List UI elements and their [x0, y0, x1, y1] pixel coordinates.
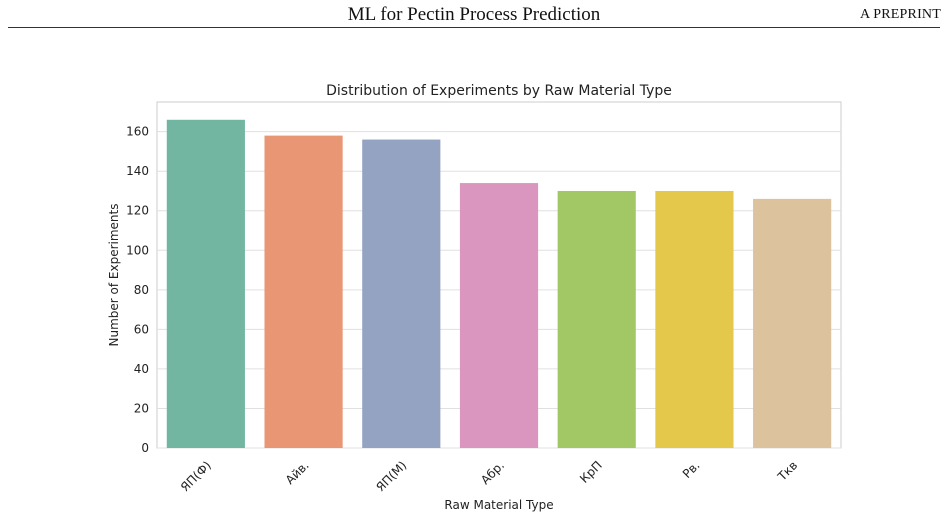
y-tick-label: 20 — [134, 401, 149, 415]
x-tick-label: ЯП(Ф) — [178, 458, 214, 494]
y-tick-label: 140 — [126, 164, 149, 178]
y-tick-label: 60 — [134, 322, 149, 336]
y-tick-labels: 0 20 40 60 80 100 120 140 160 — [126, 125, 149, 455]
x-axis-label: Raw Material Type — [444, 498, 553, 512]
y-axis-label: Number of Experiments — [107, 204, 121, 347]
preprint-label: A PREPRINT — [860, 7, 941, 23]
running-title: ML for Pectin Process Prediction — [347, 4, 601, 25]
x-tick-label: Абр. — [478, 458, 507, 487]
bar — [459, 183, 539, 448]
bar — [655, 190, 734, 448]
bar — [166, 119, 245, 449]
bars — [166, 119, 832, 449]
x-tick-label: КрП — [577, 458, 605, 486]
y-tick-label: 120 — [126, 204, 149, 218]
preprint-label-text: A PREPRINT — [860, 7, 941, 22]
bar — [264, 135, 343, 448]
x-tick-label: Айв. — [283, 458, 312, 487]
x-tick-label: Ткв — [774, 458, 800, 484]
y-tick-label: 100 — [126, 243, 149, 257]
y-tick-label: 80 — [134, 283, 149, 297]
bar — [753, 198, 832, 448]
y-tick-label: 0 — [141, 441, 149, 455]
header-rule — [8, 27, 940, 28]
x-tick-labels: ЯП(Ф) Айв. ЯП(М) Абр. КрП Рв. Ткв — [178, 458, 800, 494]
bar — [362, 139, 441, 448]
y-tick-label: 160 — [126, 125, 149, 139]
y-tick-label: 40 — [134, 362, 149, 376]
x-tick-label: ЯП(М) — [373, 458, 409, 494]
chart-title: Distribution of Experiments by Raw Mater… — [326, 83, 672, 99]
x-tick-label: Рв. — [680, 458, 703, 481]
bar — [557, 190, 636, 448]
page-header: ML for Pectin Process Prediction A PREPR… — [0, 0, 948, 30]
